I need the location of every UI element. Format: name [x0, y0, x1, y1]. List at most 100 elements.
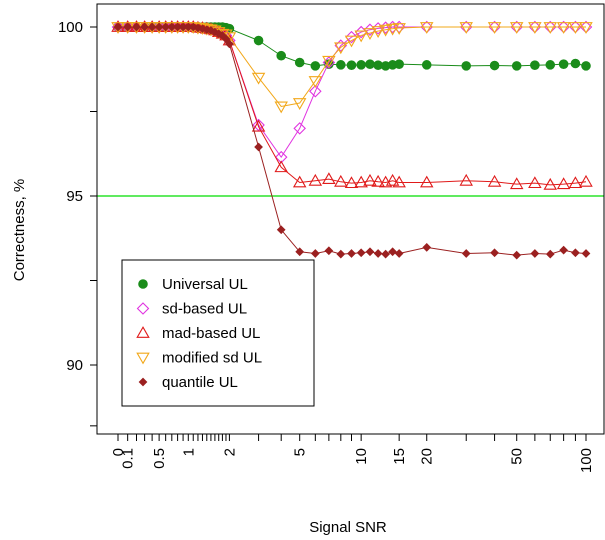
- data-point: [556, 22, 571, 34]
- plot-frame: [96, 3, 605, 435]
- data-point: [381, 249, 390, 259]
- data-point: [487, 22, 502, 34]
- data-point: [385, 23, 400, 36]
- x-tick-label: 0: [110, 448, 127, 456]
- data-point: [559, 245, 568, 255]
- data-point: [579, 22, 593, 34]
- data-point: [276, 50, 287, 61]
- data-point: [459, 22, 473, 34]
- x-tick-label: 15: [391, 448, 408, 465]
- data-point: [334, 39, 348, 52]
- data-point: [545, 249, 555, 259]
- data-point: [336, 60, 346, 70]
- data-point: [274, 150, 288, 164]
- data-point: [489, 60, 500, 71]
- data-point: [310, 249, 320, 258]
- data-point: [388, 247, 397, 257]
- data-point: [308, 173, 323, 186]
- data-point: [334, 174, 348, 187]
- data-point: [251, 119, 266, 132]
- legend-marker: [136, 326, 150, 338]
- legend-entry: sd-based UL: [136, 301, 247, 318]
- data-point: [161, 22, 171, 32]
- data-point: [511, 61, 522, 71]
- y-axis-label: Correctness, %: [11, 179, 28, 282]
- data-point: [459, 173, 473, 186]
- series-sd-based-ul: [111, 20, 593, 164]
- data-point: [528, 22, 542, 34]
- legend: Universal UL sd-based UL mad-based UL modif…: [121, 259, 315, 407]
- data-point: [132, 22, 141, 32]
- legend-entry: Universal UL: [138, 276, 248, 293]
- data-point: [581, 61, 591, 71]
- axes: 90 95 100 00.1 0.5 1 2 5 10 15 20 50 100: [58, 3, 605, 473]
- data-point: [308, 76, 323, 88]
- legend-box: [121, 259, 315, 407]
- data-point: [556, 177, 571, 190]
- data-point: [167, 22, 177, 32]
- data-point: [276, 225, 286, 235]
- data-point: [295, 247, 305, 257]
- data-point: [543, 22, 558, 34]
- data-point: [392, 23, 406, 35]
- data-point: [545, 60, 556, 70]
- data-point: [490, 248, 499, 258]
- data-point: [363, 173, 377, 186]
- plot-area: [97, 20, 604, 260]
- data-point: [344, 176, 359, 189]
- data-point: [147, 22, 157, 32]
- data-point: [206, 26, 216, 35]
- data-point: [363, 28, 377, 40]
- data-point: [394, 59, 404, 69]
- data-point: [571, 248, 580, 258]
- data-point: [558, 59, 569, 69]
- data-point: [292, 175, 307, 188]
- data-point: [509, 177, 524, 190]
- legend-label: sd-based UL: [162, 301, 247, 318]
- data-point: [509, 22, 524, 34]
- data-point: [140, 22, 149, 32]
- data-point: [253, 35, 264, 46]
- data-point: [530, 60, 540, 70]
- data-point: [543, 177, 558, 190]
- data-point: [251, 72, 266, 85]
- data-point: [221, 34, 231, 44]
- x-tick-label: 10: [353, 448, 370, 465]
- legend-marker: [138, 377, 148, 387]
- data-point: [421, 60, 432, 70]
- data-point: [154, 22, 164, 32]
- data-point: [274, 160, 288, 173]
- x-tick-label: 0.5: [151, 448, 168, 469]
- data-point: [568, 176, 583, 189]
- x-axis-label: Signal SNR: [309, 519, 387, 536]
- legend-marker: [138, 279, 148, 289]
- data-point: [292, 98, 307, 110]
- data-point: [487, 174, 502, 187]
- data-point: [322, 55, 336, 68]
- data-point: [371, 174, 385, 187]
- legend-label: mad-based UL: [162, 325, 260, 342]
- data-point: [347, 249, 356, 258]
- data-point: [356, 248, 366, 258]
- data-point: [371, 26, 385, 38]
- legend-entry: quantile UL: [138, 374, 238, 391]
- data-point: [512, 250, 522, 260]
- data-point: [392, 20, 406, 34]
- legend-marker: [136, 302, 150, 315]
- legend-entry: modified sd UL: [136, 350, 262, 367]
- x-tick-label: 2: [221, 448, 238, 456]
- x-tick-label: 20: [419, 448, 436, 465]
- data-point: [345, 30, 358, 44]
- data-point: [378, 24, 393, 37]
- data-point: [385, 173, 400, 186]
- x-tick-label: 5: [292, 448, 309, 456]
- data-point: [309, 84, 322, 98]
- data-point: [530, 249, 540, 258]
- data-point: [225, 39, 234, 49]
- data-point: [324, 246, 334, 256]
- data-point: [274, 101, 288, 114]
- data-point: [354, 30, 368, 43]
- data-point: [422, 243, 432, 252]
- series-quantile-ul: [113, 22, 591, 260]
